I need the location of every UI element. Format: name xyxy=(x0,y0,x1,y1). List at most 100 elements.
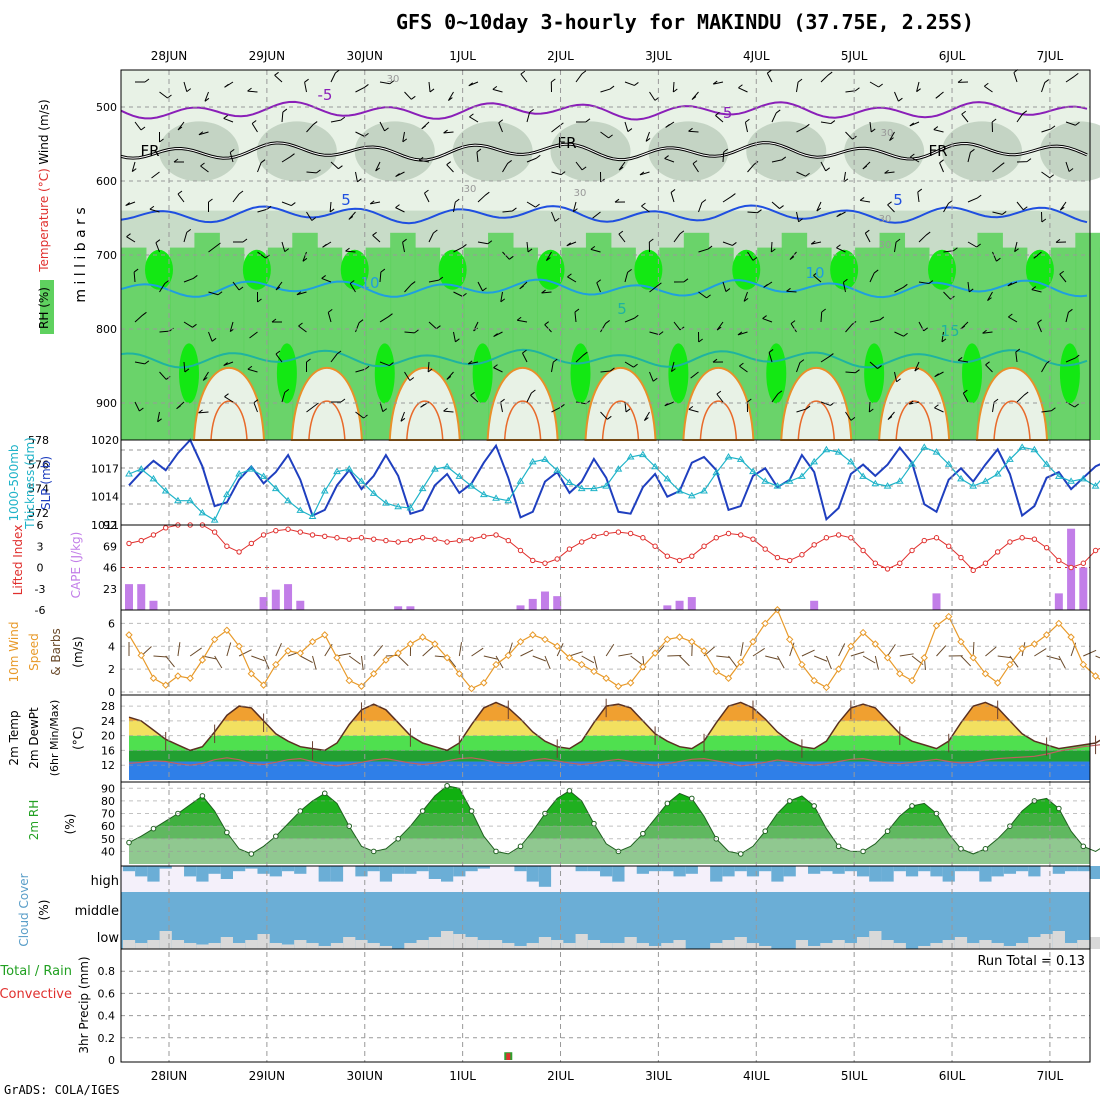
wind-barb xyxy=(649,331,664,336)
wind-barb xyxy=(786,287,797,293)
wind-barb xyxy=(649,282,662,293)
rh-green-band xyxy=(267,247,294,440)
wind-barb xyxy=(566,241,577,247)
cloud-high-bar xyxy=(808,866,821,874)
wind10-label-4: (m/s) xyxy=(71,636,85,667)
thickness-marker xyxy=(651,462,659,470)
wind-speed-marker xyxy=(724,674,733,682)
temp-line xyxy=(128,701,1100,752)
surface-wind-barb xyxy=(593,655,598,670)
cloud-high-bar xyxy=(159,866,172,869)
cloud-low-bar xyxy=(795,940,809,949)
cape-bar xyxy=(149,600,158,610)
wind-barb xyxy=(967,281,974,293)
cloud-low-bar xyxy=(746,943,760,949)
rh-green-band xyxy=(757,247,783,440)
thickness-marker xyxy=(271,484,280,492)
surface-wind-barb xyxy=(801,649,815,657)
wind-barb xyxy=(600,367,615,373)
wind-barb xyxy=(519,281,528,290)
wind-barb xyxy=(916,81,921,93)
surface-wind-barb xyxy=(679,655,690,667)
lifted-index-marker xyxy=(689,553,695,559)
wind-speed-marker xyxy=(822,683,831,692)
wind-barb xyxy=(404,371,415,381)
dry-dome xyxy=(290,366,363,441)
thickness-marker xyxy=(614,465,623,472)
wind-barb xyxy=(355,84,369,93)
thickness-ytick: 578 xyxy=(28,434,49,447)
wind-barb xyxy=(149,205,160,213)
wind-barb xyxy=(670,361,676,373)
date-label-top: 2JUL xyxy=(547,49,574,63)
cloud-high-bar xyxy=(330,866,344,882)
cloud-high-bar xyxy=(477,866,490,869)
cloud-low-bar xyxy=(343,937,356,949)
date-label-top: 4JUL xyxy=(743,49,770,63)
rh-bright-cell xyxy=(472,343,493,404)
lifted-index-marker xyxy=(738,532,744,538)
surface-wind-barb xyxy=(1046,655,1061,661)
wind-barb xyxy=(271,318,282,323)
surface-wind-barb xyxy=(177,642,181,657)
wind-barb xyxy=(428,321,441,330)
surface-wind-barb xyxy=(728,655,738,668)
wind-barb xyxy=(763,281,773,288)
temp-ytick: 16 xyxy=(101,744,115,757)
wind-barb xyxy=(1037,319,1042,333)
wind-barb xyxy=(173,158,184,163)
wind-speed-marker xyxy=(235,642,243,650)
temperature-contour xyxy=(120,100,1088,121)
surface-wind-barb xyxy=(251,655,265,662)
wind-speed-marker xyxy=(198,656,207,664)
temp-ytick: 28 xyxy=(101,700,115,713)
cloud-high-bar xyxy=(135,866,148,877)
wind-barb xyxy=(541,289,552,294)
thickness-marker xyxy=(125,470,133,477)
lifted-index-marker xyxy=(566,546,573,552)
date-label-top: 5JUL xyxy=(841,49,868,63)
cloud-low-bar xyxy=(428,937,441,949)
wind-barb xyxy=(796,123,810,133)
thickness-marker xyxy=(834,448,843,455)
wind-barb xyxy=(379,313,393,323)
slp-ytick: 1011 xyxy=(91,519,119,532)
wind-speed-marker xyxy=(186,674,194,682)
wind-barb xyxy=(446,371,454,380)
wind-barb xyxy=(1065,308,1073,323)
panel-frame xyxy=(120,948,1091,1063)
thickness-ytick: 574 xyxy=(28,483,49,496)
wind-speed-marker xyxy=(406,640,415,648)
wind-barb xyxy=(820,308,826,323)
thickness-marker xyxy=(516,477,525,484)
wind-barb xyxy=(810,240,822,245)
wind-barb xyxy=(198,409,209,414)
wind-speed-marker xyxy=(932,622,941,630)
wind-barb xyxy=(224,393,234,403)
wind-speed-marker xyxy=(834,665,843,673)
cloud-high-bar xyxy=(783,866,796,877)
wind-barb xyxy=(771,156,787,163)
wind-barb xyxy=(698,291,711,299)
rh-marker xyxy=(762,828,769,835)
cloud-high-label: high xyxy=(91,874,119,889)
lifted-index-marker xyxy=(1031,536,1038,542)
precip-convective-bar xyxy=(506,1053,511,1060)
rh-green-band xyxy=(952,247,979,440)
li-ytick: -6 xyxy=(35,604,46,617)
cloud-low-bar xyxy=(379,946,393,949)
surface-wind-barb xyxy=(777,655,785,669)
rh-green-band xyxy=(1075,232,1100,440)
wind-barb xyxy=(894,331,908,337)
wind-barb xyxy=(302,251,308,262)
rh-marker xyxy=(958,846,964,852)
wind-barb xyxy=(379,121,389,132)
cloud-low-bar xyxy=(661,943,674,949)
wind-barb xyxy=(348,211,356,220)
wind-speed-marker xyxy=(577,660,586,669)
cloud-low-bar xyxy=(453,934,466,949)
wind-barb xyxy=(379,268,386,283)
wind-barb xyxy=(296,291,307,296)
surface-wind-barb xyxy=(238,649,252,657)
rh-green-band xyxy=(561,247,587,440)
